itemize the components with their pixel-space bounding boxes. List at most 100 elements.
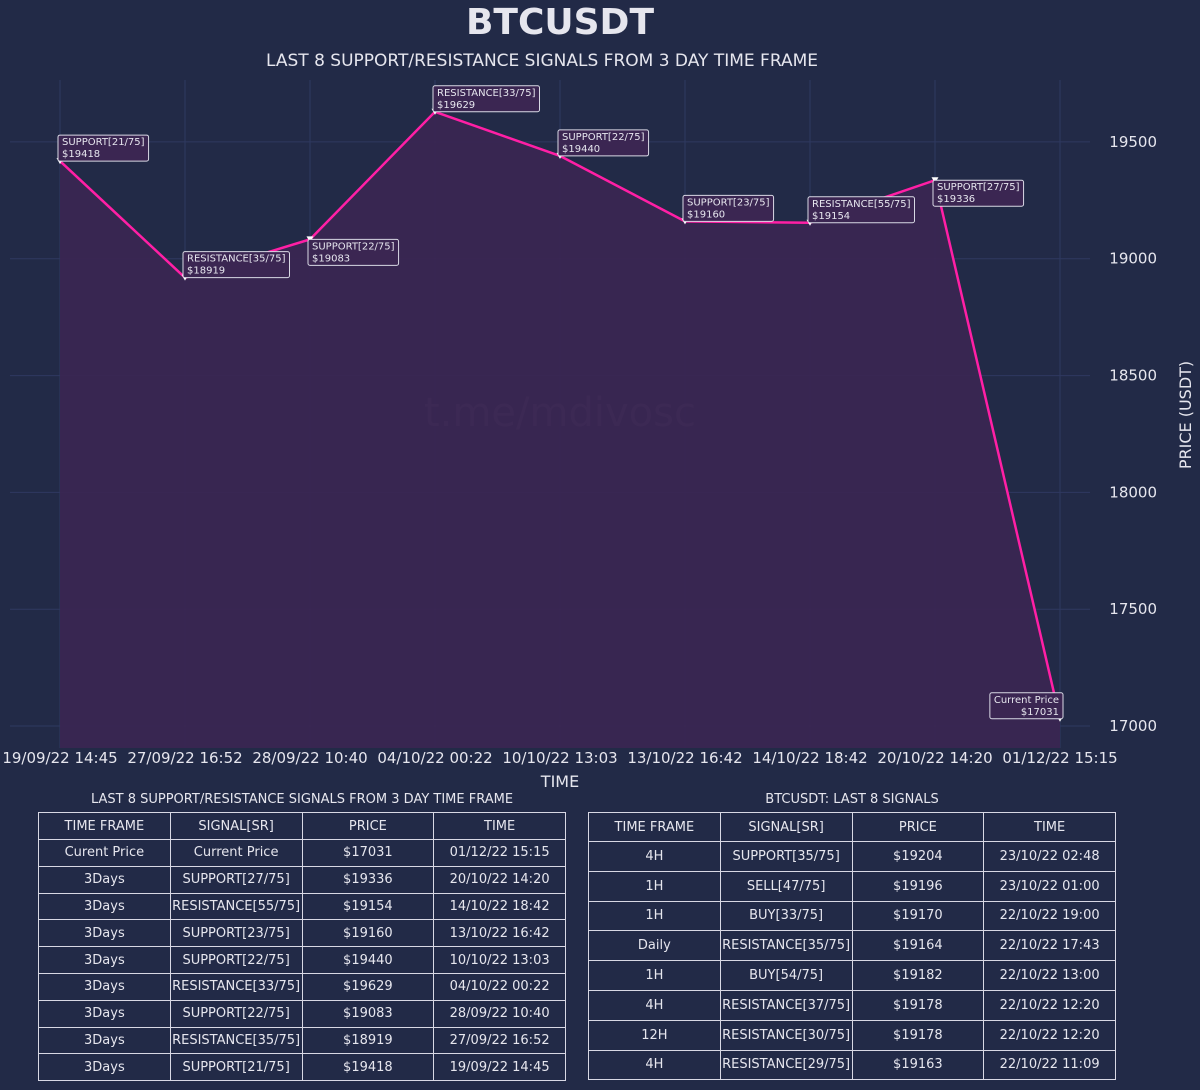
table-cell: 14/10/22 18:42 — [433, 892, 566, 921]
annotation-box — [432, 85, 540, 113]
x-tick-label: 27/09/22 16:52 — [127, 749, 242, 767]
x-tick-label: 14/10/22 18:42 — [752, 749, 867, 767]
value-label: $19336 — [937, 194, 975, 205]
table-cell: 4H — [588, 841, 721, 872]
table-cell: 23/10/22 02:48 — [983, 841, 1116, 872]
header-cell: TIME — [433, 812, 566, 840]
y-axis-label: PRICE (USDT) — [1176, 361, 1195, 469]
y-tick-label: 18000 — [1109, 483, 1157, 501]
annotation: RESISTANCE[55/75]$19154 — [807, 196, 915, 224]
table-row: Daily RESISTANCE[35/75] $19164 22/10/22 17:… — [588, 930, 1116, 962]
table-cell: SELL[47/75] — [719, 870, 853, 902]
table-cell: BUY[33/75] — [719, 900, 853, 932]
annotation-box — [682, 194, 775, 222]
table-cell: 12H — [588, 1019, 721, 1051]
table-title: LAST 8 SUPPORT/RESISTANCE SIGNALS FROM 3… — [90, 792, 514, 807]
header-cell: PRICE — [851, 812, 985, 842]
table-cell: $19083 — [301, 999, 435, 1028]
table-cell: 27/09/22 16:52 — [433, 1026, 566, 1055]
table-row: 1H BUY[33/75] $19170 22/10/22 19:00 — [588, 900, 1116, 932]
table-block: BTCUSDT: LAST 8 SIGNALS TIME FRAME SIGNAL[… — [588, 790, 1116, 1081]
table-cell: 19/09/22 14:45 — [433, 1053, 566, 1082]
table-cell: $19336 — [301, 865, 435, 894]
table-cell: SUPPORT[21/75] — [169, 1053, 303, 1082]
table-cell: 20/10/22 14:20 — [433, 865, 566, 894]
table-cell: SUPPORT[22/75] — [169, 999, 303, 1028]
table-cell: 22/10/22 19:00 — [983, 900, 1116, 932]
value-label: $17031 — [1021, 707, 1059, 718]
value-label: $18919 — [187, 266, 225, 277]
annotation: Current Price$17031 — [989, 692, 1064, 720]
annotation-box — [307, 238, 400, 266]
annotation-label: Current Price — [994, 695, 1059, 706]
annotation-label: SUPPORT[22/75] — [562, 132, 645, 143]
table-cell: SUPPORT[23/75] — [169, 919, 303, 948]
annotation-box — [182, 251, 290, 279]
table-row: 3Days SUPPORT[22/75] $19083 28/09/22 10:40 — [38, 999, 566, 1028]
annotation-label: SUPPORT[23/75] — [687, 197, 770, 208]
table-cell: 10/10/22 13:03 — [433, 946, 566, 974]
annotation-box — [57, 134, 150, 162]
annotation: RESISTANCE[33/75]$19629 — [432, 85, 540, 113]
annotation-box — [807, 196, 915, 224]
x-axis-label: TIME — [540, 772, 579, 790]
table-cell: $19440 — [301, 946, 435, 974]
annotation: SUPPORT[22/75]$19440 — [557, 129, 650, 157]
annotation-box — [932, 179, 1025, 207]
value-label: $19629 — [437, 100, 475, 111]
table-row: 12H RESISTANCE[30/75] $19178 22/10/22 12:20 — [588, 1019, 1116, 1051]
table-cell: $19204 — [851, 841, 985, 872]
x-tick-label: 28/09/22 10:40 — [252, 749, 367, 767]
table-block: LAST 8 SUPPORT/RESISTANCE SIGNALS FROM 3… — [38, 790, 566, 1082]
annotation: SUPPORT[21/75]$19418 — [57, 134, 150, 162]
table-cell: 22/10/22 11:09 — [983, 1049, 1116, 1081]
table-cell: 22/10/22 12:20 — [983, 989, 1116, 1021]
table-cell: 01/12/22 15:15 — [433, 839, 566, 867]
table-cell: 22/10/22 17:43 — [983, 930, 1116, 962]
table-cell: RESISTANCE[35/75] — [719, 930, 853, 962]
annotation-box — [989, 692, 1064, 720]
table-row: 3Days RESISTANCE[35/75] $18919 27/09/22 16:… — [38, 1026, 566, 1055]
table-cell: 3Days — [38, 892, 171, 921]
table-cell: $19418 — [301, 1053, 435, 1082]
table: TIME FRAME SIGNAL[SR] PRICE TIME 4H SUPPORT[3… — [588, 812, 1116, 1081]
table-cell: RESISTANCE[55/75] — [169, 892, 303, 921]
table-cell: 4H — [588, 989, 721, 1021]
y-tick-label: 19500 — [1109, 133, 1157, 151]
annotation-label: RESISTANCE[33/75] — [437, 88, 536, 99]
table-row: 4H RESISTANCE[37/75] $19178 22/10/22 12:20 — [588, 989, 1116, 1021]
table-cell: SUPPORT[27/75] — [169, 865, 303, 894]
table-cell: SUPPORT[35/75] — [719, 841, 853, 872]
annotation: SUPPORT[22/75]$19083 — [307, 238, 400, 266]
table-row: 3Days RESISTANCE[33/75] $19629 04/10/22 00:… — [38, 972, 566, 1001]
annotation: SUPPORT[23/75]$19160 — [682, 194, 775, 222]
x-tick-label: 10/10/22 13:03 — [502, 749, 617, 767]
table-cell: 04/10/22 00:22 — [433, 972, 566, 1001]
table-cell: 4H — [588, 1049, 721, 1081]
table-row: 3Days RESISTANCE[55/75] $19154 14/10/22 18:… — [38, 892, 566, 921]
table-cell: 3Days — [38, 865, 171, 894]
annotation-box — [557, 129, 650, 157]
header-cell: SIGNAL[SR] — [719, 812, 853, 842]
y-tick-label: 17500 — [1109, 600, 1157, 618]
table-cell: $19163 — [851, 1049, 985, 1081]
table-cell: $19196 — [851, 870, 985, 902]
annotation: RESISTANCE[35/75]$18919 — [182, 251, 290, 279]
table-cell: $19178 — [851, 1019, 985, 1051]
annotation-label: RESISTANCE[35/75] — [187, 254, 286, 265]
annotation-label: SUPPORT[21/75] — [62, 137, 145, 148]
table-row: 3Days SUPPORT[21/75] $19418 19/09/22 14:45 — [38, 1053, 566, 1082]
table-cell: 22/10/22 13:00 — [983, 960, 1116, 991]
table-cell: $19170 — [851, 900, 985, 932]
table-title: BTCUSDT: LAST 8 SIGNALS — [765, 792, 939, 807]
table-cell: $19629 — [301, 972, 435, 1001]
table-cell: 3Days — [38, 1053, 171, 1082]
y-tick-label: 17000 — [1109, 717, 1157, 735]
table-row: 1H SELL[47/75] $19196 23/10/22 01:00 — [588, 870, 1116, 902]
table-cell: Current Price — [169, 839, 303, 867]
table-cell: 3Days — [38, 1026, 171, 1055]
table-cell: BUY[54/75] — [719, 960, 853, 991]
table-cell: 1H — [588, 870, 721, 902]
value-label: $19440 — [562, 144, 600, 155]
